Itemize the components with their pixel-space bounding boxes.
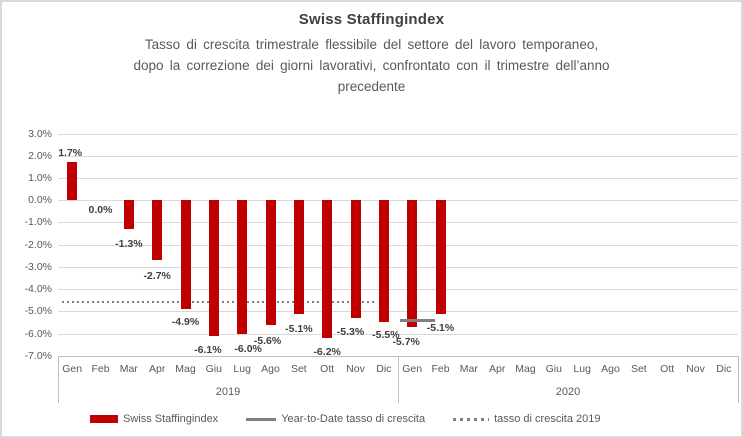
x-axis-year-label: 2020 bbox=[555, 385, 581, 398]
x-axis-month-label: Ott bbox=[320, 362, 335, 375]
bar-value-label: -6.0% bbox=[234, 342, 262, 355]
x-axis-month-label: Mag bbox=[175, 362, 196, 375]
bar-value-label: -4.9% bbox=[171, 316, 200, 329]
legend-label: Swiss Staffingindex bbox=[123, 413, 219, 425]
bar-value-label: 1.7% bbox=[58, 147, 83, 160]
bar-value-label: -5.7% bbox=[392, 335, 420, 348]
y-axis-tick-label: 3.0% bbox=[28, 127, 52, 140]
bar-swatch-icon bbox=[90, 415, 118, 423]
chart-title: Swiss Staffingindex bbox=[298, 11, 445, 28]
bar-value-label: -6.1% bbox=[194, 343, 222, 356]
bar-value-label: -5.6% bbox=[253, 334, 282, 347]
bar bbox=[407, 200, 418, 327]
bar-value-label: -2.7% bbox=[143, 270, 171, 283]
x-axis-month-label: Nov bbox=[346, 362, 365, 375]
x-axis-year-label: 2019 bbox=[215, 385, 241, 398]
ytd-line bbox=[400, 318, 436, 322]
gridline bbox=[58, 200, 738, 202]
gridline bbox=[58, 155, 738, 157]
x-axis-month-label: Giu bbox=[205, 362, 222, 375]
x-axis-month-label: Gen bbox=[62, 362, 83, 375]
bar bbox=[237, 200, 248, 334]
gridline bbox=[58, 222, 738, 224]
y-axis-tick-label: -7.0% bbox=[24, 349, 52, 362]
bar-value-label: -6.2% bbox=[313, 346, 341, 359]
bar-value-label: -1.3% bbox=[115, 238, 143, 251]
x-axis-month-label: Mar bbox=[459, 362, 478, 375]
axis-divider bbox=[398, 355, 399, 403]
bar bbox=[435, 200, 446, 314]
gridline bbox=[58, 289, 738, 291]
line-swatch-icon bbox=[246, 417, 277, 421]
x-axis-month-label: Apr bbox=[488, 362, 506, 375]
x-axis-month-label: Dic bbox=[376, 362, 392, 375]
bar bbox=[293, 200, 304, 314]
bar bbox=[67, 162, 78, 201]
bar bbox=[378, 200, 389, 323]
y-axis-tick-label: 2.0% bbox=[28, 149, 52, 162]
gridline bbox=[58, 133, 738, 135]
y-axis-tick-label: -3.0% bbox=[24, 260, 52, 273]
bar-value-label: 0.0% bbox=[88, 204, 113, 217]
chart-subtitle: Tasso di crescita trimestrale flessibile… bbox=[42, 34, 701, 97]
y-axis-tick-label: -1.0% bbox=[24, 216, 52, 229]
dotted-swatch-icon bbox=[453, 417, 490, 421]
axis-divider bbox=[738, 355, 739, 403]
ref-line-2019 bbox=[62, 301, 376, 304]
x-axis-month-label: Feb bbox=[431, 362, 450, 375]
gridline bbox=[58, 244, 738, 246]
x-axis-month-label: Set bbox=[290, 362, 307, 375]
bar-value-label: -5.3% bbox=[336, 326, 365, 339]
legend-item-ref-2019: tasso di crescita 2019 bbox=[453, 413, 600, 425]
y-axis-tick-label: -2.0% bbox=[24, 238, 52, 251]
subtitle-line: dopo la correzione dei giorni lavorativi… bbox=[133, 58, 610, 73]
y-axis-tick-label: 1.0% bbox=[28, 171, 52, 184]
y-axis-tick-label: -4.0% bbox=[24, 283, 52, 296]
bar bbox=[322, 200, 333, 338]
x-axis-month-label: Ago bbox=[601, 362, 620, 375]
gridline bbox=[58, 177, 738, 179]
x-axis-month-label: Feb bbox=[91, 362, 110, 375]
legend-item-ytd: Year-to-Date tasso di crescita bbox=[246, 413, 425, 425]
gridline bbox=[58, 333, 738, 335]
gridline bbox=[58, 311, 738, 313]
x-axis-month-label: Giu bbox=[545, 362, 562, 375]
x-axis-month-label: Lug bbox=[573, 362, 591, 375]
x-axis-month-label: Ott bbox=[660, 362, 675, 375]
x-axis-month-label: Mag bbox=[515, 362, 536, 375]
y-axis-tick-label: 0.0% bbox=[28, 194, 52, 207]
bar-value-label: -5.1% bbox=[285, 322, 313, 335]
x-axis-month-label: Lug bbox=[233, 362, 251, 375]
bar bbox=[265, 200, 276, 325]
subtitle-line: Tasso di crescita trimestrale flessibile… bbox=[144, 37, 599, 52]
bar bbox=[152, 200, 163, 261]
bar-value-label: -5.5% bbox=[372, 329, 400, 342]
bar bbox=[180, 200, 191, 310]
bar bbox=[350, 200, 361, 318]
legend-label: tasso di crescita 2019 bbox=[494, 413, 601, 425]
y-axis-tick-label: -5.0% bbox=[24, 305, 52, 318]
bar-value-label: -5.1% bbox=[426, 321, 455, 334]
subtitle-line: precedente bbox=[337, 79, 406, 94]
legend: Swiss Staffingindex Year-to-Date tasso d… bbox=[90, 413, 600, 425]
gridline bbox=[58, 266, 738, 268]
axis-divider bbox=[58, 355, 59, 403]
x-axis-month-label: Mar bbox=[119, 362, 138, 375]
x-axis-month-label: Ago bbox=[261, 362, 280, 375]
x-axis-month-label: Set bbox=[630, 362, 647, 375]
y-axis-tick-label: -6.0% bbox=[24, 327, 52, 340]
x-axis-month-label: Gen bbox=[402, 362, 423, 375]
bar bbox=[208, 200, 219, 336]
x-axis-month-label: Apr bbox=[148, 362, 166, 375]
legend-item-staffingindex: Swiss Staffingindex bbox=[90, 413, 218, 425]
x-axis-month-label: Nov bbox=[686, 362, 705, 375]
bar bbox=[123, 200, 134, 230]
x-axis-month-label: Dic bbox=[716, 362, 732, 375]
legend-label: Year-to-Date tasso di crescita bbox=[281, 413, 426, 425]
